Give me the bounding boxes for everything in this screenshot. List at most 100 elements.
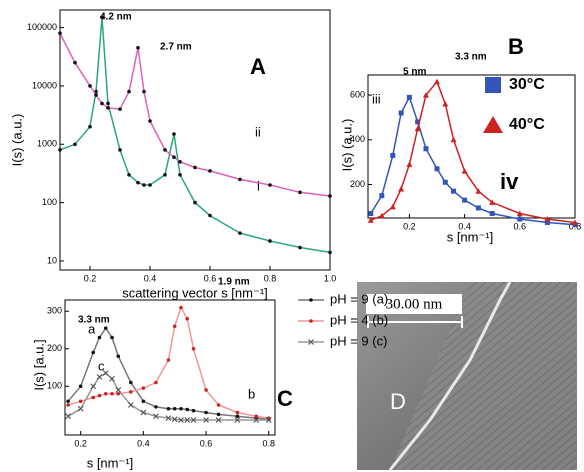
data-point — [100, 101, 104, 106]
data-point — [142, 89, 146, 94]
y-tick-label: 400 — [350, 134, 365, 144]
data-point — [238, 177, 242, 182]
y-axis-label: I(s) (a.u.) — [9, 114, 24, 167]
data-point — [103, 391, 108, 396]
annotation: iii — [372, 91, 381, 106]
data-point — [179, 406, 183, 411]
y-axis-label: I(s) [a.u.] — [31, 339, 46, 390]
data-point — [268, 183, 272, 187]
x-tick-label: 0.8 — [262, 438, 275, 448]
data-point — [148, 119, 152, 123]
data-point — [204, 388, 208, 392]
fit-line — [59, 17, 331, 254]
data-point — [91, 395, 96, 400]
data-point — [368, 211, 374, 217]
annotation: ii — [255, 124, 261, 139]
plot-frame — [59, 9, 331, 271]
annotation: A — [250, 54, 266, 79]
data-point — [91, 350, 96, 355]
data-point — [398, 185, 405, 192]
data-point — [406, 94, 412, 100]
data-point — [127, 172, 131, 177]
data-point — [78, 384, 83, 389]
data-point — [389, 203, 396, 210]
legend-label: 30°C — [509, 76, 545, 93]
data-point — [379, 193, 385, 199]
data-point — [234, 417, 241, 423]
data-point — [216, 412, 221, 417]
data-point — [97, 335, 102, 340]
legend-marker — [308, 339, 314, 345]
crystal-region — [390, 282, 577, 470]
y-tick-label: 600 — [350, 89, 365, 99]
data-point — [141, 386, 146, 390]
data-point — [517, 216, 523, 222]
y-tick-label: 1000 — [37, 139, 57, 149]
fit-line — [67, 326, 269, 421]
data-point — [184, 417, 191, 423]
data-point — [106, 106, 110, 110]
annotation: a — [88, 321, 96, 336]
data-point — [66, 403, 70, 407]
data-point — [544, 219, 550, 225]
data-point — [172, 406, 177, 411]
y-tick-label: 100 — [42, 197, 57, 207]
annotation: 2.7 nm — [160, 42, 192, 53]
crystal-edge — [388, 281, 512, 471]
data-point — [172, 324, 177, 329]
data-point — [191, 346, 196, 351]
data-point — [254, 414, 258, 419]
data-point — [434, 78, 440, 85]
x-axis-label: s [nm⁻¹] — [447, 229, 494, 244]
data-point — [268, 239, 272, 243]
plot-frame — [64, 299, 276, 436]
x-tick-label: 0.6 — [204, 273, 217, 283]
data-point — [179, 305, 183, 310]
x-tick-label: 0.2 — [403, 221, 416, 231]
data-point — [203, 417, 209, 423]
data-point — [544, 216, 551, 222]
x-tick-label: 0.4 — [458, 221, 471, 231]
x-tick-label: 0.6 — [514, 221, 527, 231]
data-point — [204, 410, 208, 415]
data-point — [116, 391, 121, 396]
annotation: C — [277, 386, 293, 411]
annotation: B — [508, 34, 524, 59]
data-point — [422, 92, 429, 98]
data-point — [110, 335, 114, 340]
data-point — [178, 172, 182, 177]
data-point — [127, 402, 134, 408]
legend-label: pH = 9 (a) — [330, 291, 388, 306]
y-tick-label: 300 — [47, 306, 62, 316]
fit-line — [370, 95, 576, 226]
data-point — [78, 399, 83, 404]
y-tick-label: 10 — [47, 255, 57, 265]
data-point — [178, 160, 182, 164]
x-tick-label: 1.0 — [324, 273, 337, 283]
y-axis-label: I(s) (a.u.) — [339, 119, 354, 172]
x-tick-label: 0.8 — [264, 273, 277, 283]
data-point — [328, 250, 332, 255]
data-point — [378, 212, 385, 219]
data-point — [298, 245, 302, 250]
annotation: 3.3 nm — [455, 52, 487, 63]
data-point — [398, 110, 404, 116]
data-point — [58, 148, 62, 152]
data-point — [118, 107, 122, 111]
data-point — [489, 199, 496, 205]
y-tick-label: 200 — [350, 179, 365, 189]
plot-frame — [367, 74, 576, 219]
data-point — [450, 136, 457, 143]
legend-label: 40°C — [509, 116, 545, 133]
data-point — [208, 169, 212, 173]
data-point — [163, 148, 167, 152]
data-point — [165, 415, 172, 422]
data-point — [166, 358, 171, 362]
data-point — [216, 403, 221, 407]
data-point — [88, 84, 92, 88]
data-point — [406, 161, 413, 167]
x-axis-label: scattering vector s [nm⁻¹] — [122, 285, 268, 300]
y-tick-label: 100 — [47, 381, 62, 391]
scale-label: 30.00 nm — [386, 296, 443, 312]
